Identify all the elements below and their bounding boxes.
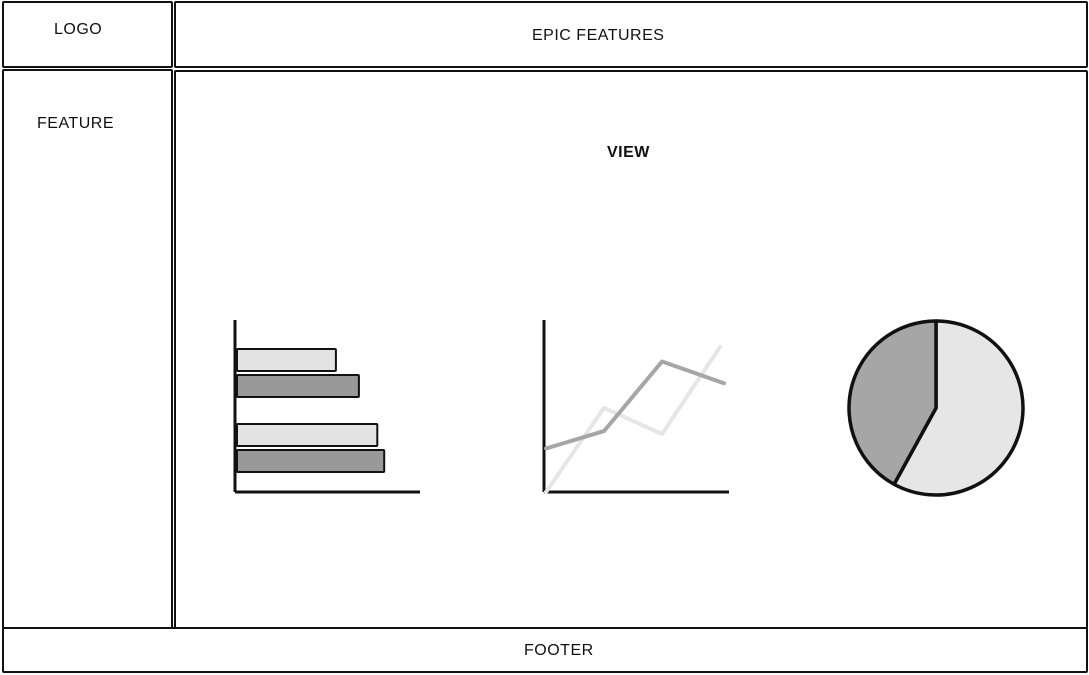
bar-0-1 xyxy=(236,423,379,447)
pie-slice-1 xyxy=(847,319,938,486)
bar-1-1 xyxy=(236,449,386,473)
logo: LOGO xyxy=(54,21,103,38)
bar-0-0 xyxy=(236,348,337,372)
footer-label: FOOTER xyxy=(524,642,594,659)
view-label: VIEW xyxy=(607,144,650,161)
pie-chart xyxy=(847,319,1025,497)
line-series-0 xyxy=(544,345,722,494)
line-chart xyxy=(542,320,729,494)
pie-slice-0 xyxy=(892,319,1025,497)
logo-box: LOGO xyxy=(2,1,173,68)
sidebar: FEATURE xyxy=(2,69,173,629)
bar-chart xyxy=(233,320,420,494)
line-series-1 xyxy=(544,359,726,451)
header-title: EPIC FEATURES xyxy=(532,27,665,44)
header: EPIC FEATURES xyxy=(174,1,1088,68)
bar-1-0 xyxy=(236,374,360,398)
footer: FOOTER xyxy=(2,627,1088,673)
sidebar-item-feature[interactable]: FEATURE xyxy=(37,115,114,132)
